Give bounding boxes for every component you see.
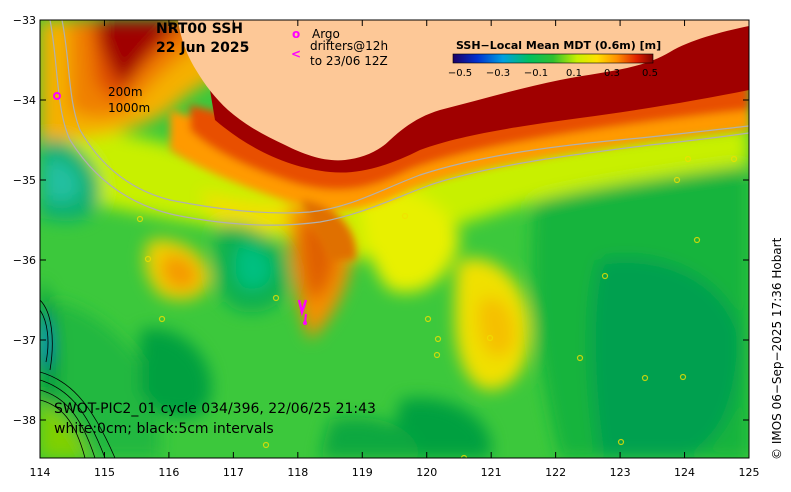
swath-info-line2: white:0cm; black:5cm intervals xyxy=(54,421,274,437)
colorbar-tick-label: 0.3 xyxy=(604,68,620,79)
y-tick-label: −38 xyxy=(13,414,36,427)
y-tick-label: −35 xyxy=(13,174,36,187)
map-title-line1: NRT00 SSH xyxy=(156,21,243,37)
swot-contours xyxy=(40,299,116,458)
x-tick-label: 123 xyxy=(610,466,631,479)
colorbar-tick-label: −0.5 xyxy=(448,68,472,79)
colorbar-tick-label: 0.1 xyxy=(566,68,582,79)
x-tick-label: 125 xyxy=(739,466,760,479)
drifter-track xyxy=(297,299,308,325)
plot-frame xyxy=(39,19,750,459)
drifter-legend-label-2: to 23/06 12Z xyxy=(310,54,388,68)
x-tick-label: 114 xyxy=(30,466,51,479)
x-tick-label: 120 xyxy=(416,466,437,479)
colorbar-tick-label: −0.1 xyxy=(524,68,548,79)
x-tick-label: 117 xyxy=(223,466,244,479)
colorbar-tick-label: −0.3 xyxy=(486,68,510,79)
isobath-label-200m: 200m xyxy=(108,85,143,99)
isobath-label-1000m: 1000m xyxy=(108,101,150,115)
x-tick-label: 116 xyxy=(158,466,179,479)
x-tick-label: 115 xyxy=(94,466,115,479)
x-tick-label: 119 xyxy=(352,466,373,479)
y-tick-label: −34 xyxy=(13,94,36,107)
swath-info-line1: SWOT-PIC2_01 cycle 034/396, 22/06/25 21:… xyxy=(54,401,376,417)
x-tick-label: 124 xyxy=(674,466,695,479)
colorbar-title: SSH−Local Mean MDT (0.6m) [m] xyxy=(456,39,661,52)
y-axis: −33 −34 −35 −36 −37 −38 xyxy=(13,14,749,427)
map-title-line2: 22 Jun 2025 xyxy=(156,40,249,56)
x-tick-label: 118 xyxy=(287,466,308,479)
credit-text: © IMOS 06−Sep−2025 17:36 Hobart xyxy=(770,237,784,460)
isobath-lines xyxy=(49,20,749,226)
argo-float-marker xyxy=(53,92,61,100)
map-plot-area xyxy=(40,20,749,458)
argo-legend-label: Argo xyxy=(312,27,340,41)
colorbar-ticks: −0.5 −0.3 −0.1 0.1 0.3 0.5 xyxy=(448,68,658,79)
drifter-marker-icon: < xyxy=(291,47,301,61)
y-tick-label: −33 xyxy=(13,14,36,27)
x-tick-label: 121 xyxy=(481,466,502,479)
y-tick-label: −36 xyxy=(13,254,36,267)
x-axis: 114 115 116 117 118 119 120 121 122 123 124 125 xyxy=(30,20,760,479)
x-tick-label: 122 xyxy=(545,466,566,479)
colorbar-gradient xyxy=(452,53,654,64)
drifter-legend-label-1: drifters@12h xyxy=(310,39,388,53)
scatter-markers xyxy=(136,155,738,458)
colorbar-tick-label: 0.5 xyxy=(642,68,658,79)
y-tick-label: −37 xyxy=(13,334,36,347)
argo-marker-icon: o xyxy=(292,27,300,41)
